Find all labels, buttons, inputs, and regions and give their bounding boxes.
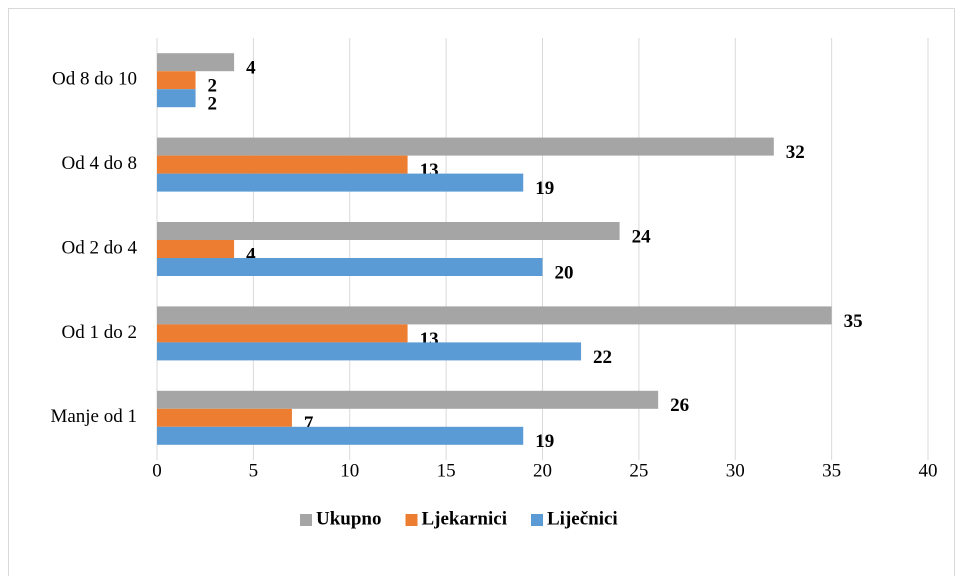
bar (157, 426, 524, 445)
bar (157, 173, 524, 192)
legend-swatch (405, 514, 418, 526)
bar (157, 390, 659, 409)
value-label: 19 (535, 431, 554, 452)
x-tick-label: 35 (822, 460, 841, 481)
bar (157, 53, 235, 72)
value-label: 2 (208, 76, 218, 97)
bar (157, 222, 620, 240)
y-tick-label: Od 1 do 2 (62, 322, 137, 343)
y-tick-label: Od 2 do 4 (62, 237, 138, 258)
value-label: 4 (246, 244, 256, 265)
legend-label: Ukupno (316, 508, 382, 529)
legend-swatch (531, 514, 543, 526)
bar (157, 71, 196, 90)
x-tick-label: 25 (629, 460, 648, 481)
value-label: 20 (555, 262, 574, 283)
legend-label: Ljekarnici (422, 508, 508, 529)
bar (157, 137, 774, 156)
bar (157, 306, 832, 325)
y-tick-label: Manje od 1 (50, 406, 137, 427)
bar (157, 408, 292, 427)
bar (157, 258, 543, 276)
bar (157, 240, 235, 258)
value-label: 32 (786, 142, 805, 163)
value-label: 35 (844, 311, 863, 332)
legend-swatch (300, 514, 312, 526)
value-label: 19 (535, 178, 554, 199)
bar (157, 324, 408, 343)
bar (157, 89, 196, 108)
x-tick-label: 30 (726, 460, 745, 481)
legend-label: Liječnici (547, 508, 618, 529)
x-tick-label: 5 (249, 460, 259, 481)
value-label: 4 (246, 58, 256, 79)
y-tick-label: Od 4 do 8 (62, 153, 137, 174)
value-label: 2 (208, 94, 218, 115)
x-tick-label: 20 (533, 460, 552, 481)
x-tick-label: 40 (919, 460, 938, 481)
value-label: 26 (670, 395, 689, 416)
y-tick-label: Od 8 do 10 (52, 69, 137, 90)
value-label: 22 (593, 347, 612, 368)
x-tick-label: 10 (340, 460, 359, 481)
value-label: 24 (632, 226, 652, 247)
bar (157, 342, 582, 361)
value-label: 7 (304, 413, 314, 434)
x-tick-label: 15 (437, 460, 456, 481)
x-tick-label: 0 (152, 460, 162, 481)
chart-frame (8, 8, 955, 576)
bar (157, 155, 408, 174)
